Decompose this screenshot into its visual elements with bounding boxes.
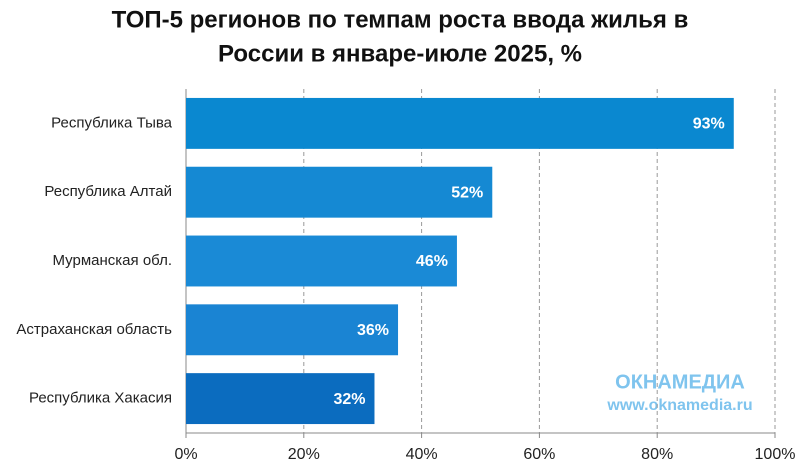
y-tick-label: Республика Алтай [44,183,172,200]
value-label: 93% [693,116,725,133]
y-tick-label: Мурманская обл. [53,252,172,269]
bar [186,304,399,356]
value-label: 36% [357,322,389,339]
chart-title: ТОП-5 регионов по темпам роста ввода жил… [112,6,689,33]
x-tick-label: 100% [755,446,796,463]
value-label: 46% [416,253,448,270]
bar [186,97,734,149]
x-tick-label: 0% [174,446,197,463]
watermark-url: www.oknamedia.ru [606,397,752,414]
y-tick-label: Астраханская область [16,321,172,338]
chart-title: России в январе-июле 2025, % [218,40,582,67]
y-tick-label: Республика Хакасия [29,390,172,407]
bar [186,373,375,425]
x-tick-label: 40% [406,446,438,463]
y-tick-label: Республика Тыва [51,114,173,131]
value-label: 52% [451,184,483,201]
x-tick-label: 80% [641,446,673,463]
watermark-brand: ОКНАМЕДИА [615,371,745,393]
bar [186,235,457,287]
x-tick-label: 20% [288,446,320,463]
bar [186,166,493,218]
x-tick-label: 60% [523,446,555,463]
value-label: 32% [333,391,365,408]
